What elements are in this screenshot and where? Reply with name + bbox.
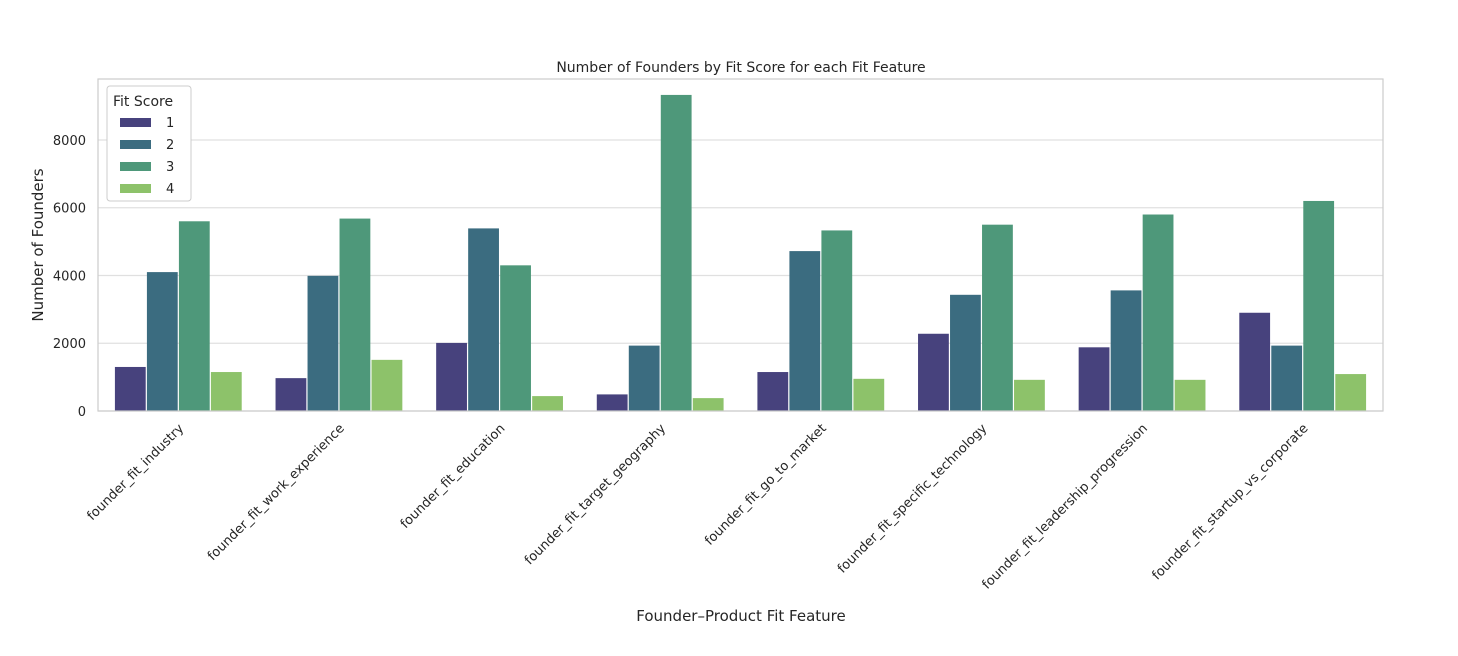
- chart-title: Number of Founders by Fit Score for each…: [556, 60, 925, 76]
- plot-frame: [97, 78, 1384, 412]
- bar-2-1: [307, 275, 339, 411]
- bar-2-5: [950, 294, 981, 411]
- bar-2-3: [628, 345, 660, 411]
- bar-3-3: [660, 94, 692, 411]
- bar-4-3: [692, 398, 724, 411]
- x-tick-label: founder_fit_work_experience: [205, 421, 348, 564]
- bar-4-5: [1014, 379, 1045, 411]
- y-tick-label: 6000: [53, 202, 86, 217]
- y-tick-label: 2000: [53, 337, 86, 352]
- bar-3-1: [339, 218, 371, 411]
- bar-2-0: [146, 272, 178, 411]
- bars-group: [114, 94, 1367, 411]
- legend-swatch-3: [120, 162, 151, 171]
- x-tick-label: founder_fit_startup_vs_corporate: [1149, 421, 1311, 583]
- x-axis-ticks: founder_fit_industry founder_fit_work_exp…: [85, 421, 1312, 593]
- x-axis-label: Founder–Product Fit Feature: [636, 607, 845, 625]
- bar-1-0: [114, 366, 146, 411]
- bar-1-1: [275, 378, 307, 411]
- bar-3-6: [1142, 214, 1174, 411]
- bar-1-5: [918, 333, 949, 411]
- bar-4-2: [532, 396, 563, 411]
- bar-3-0: [178, 221, 210, 411]
- x-tick-label: founder_fit_specific_technology: [835, 421, 991, 577]
- bar-4-7: [1335, 374, 1367, 411]
- x-tick-label: founder_fit_leadership_progression: [980, 421, 1151, 592]
- x-tick-label: founder_fit_target_geography: [522, 421, 669, 568]
- bar-2-2: [468, 228, 499, 411]
- legend-swatch-4: [120, 184, 151, 193]
- y-axis-label: Number of Founders: [29, 168, 47, 321]
- bar-4-6: [1174, 379, 1206, 411]
- y-tick-label: 4000: [53, 269, 86, 284]
- legend-label-3: 3: [166, 160, 174, 175]
- y-tick-label: 0: [78, 405, 86, 420]
- legend-title: Fit Score: [113, 94, 173, 110]
- bar-4-1: [371, 359, 403, 411]
- legend-label-2: 2: [166, 138, 174, 153]
- bar-3-4: [821, 230, 853, 411]
- bar-1-6: [1078, 347, 1110, 411]
- bar-4-0: [210, 372, 242, 411]
- y-tick-label: 8000: [53, 134, 86, 149]
- y-axis-ticks: 0 2000 4000 6000 8000: [53, 134, 86, 420]
- bar-3-7: [1303, 200, 1335, 411]
- bar-1-3: [596, 394, 628, 411]
- bar-2-6: [1110, 290, 1142, 411]
- legend-swatch-2: [120, 140, 151, 149]
- bar-3-5: [982, 224, 1013, 411]
- bar-1-4: [757, 372, 789, 411]
- bar-3-2: [500, 265, 531, 411]
- bar-2-7: [1271, 345, 1303, 411]
- legend: Fit Score 1 2 3 4: [106, 85, 192, 202]
- grid-lines: [98, 139, 1383, 412]
- x-tick-label: founder_fit_industry: [85, 421, 188, 524]
- bar-2-4: [789, 251, 821, 411]
- bar-1-7: [1239, 312, 1271, 411]
- x-tick-label: founder_fit_go_to_market: [702, 421, 829, 548]
- x-tick-label: founder_fit_education: [398, 421, 509, 532]
- legend-label-4: 4: [166, 182, 174, 197]
- bar-1-2: [436, 342, 467, 411]
- legend-swatch-1: [120, 118, 151, 127]
- legend-items: 1 2 3 4: [120, 116, 174, 197]
- bar-4-4: [853, 378, 885, 411]
- legend-label-1: 1: [166, 116, 174, 131]
